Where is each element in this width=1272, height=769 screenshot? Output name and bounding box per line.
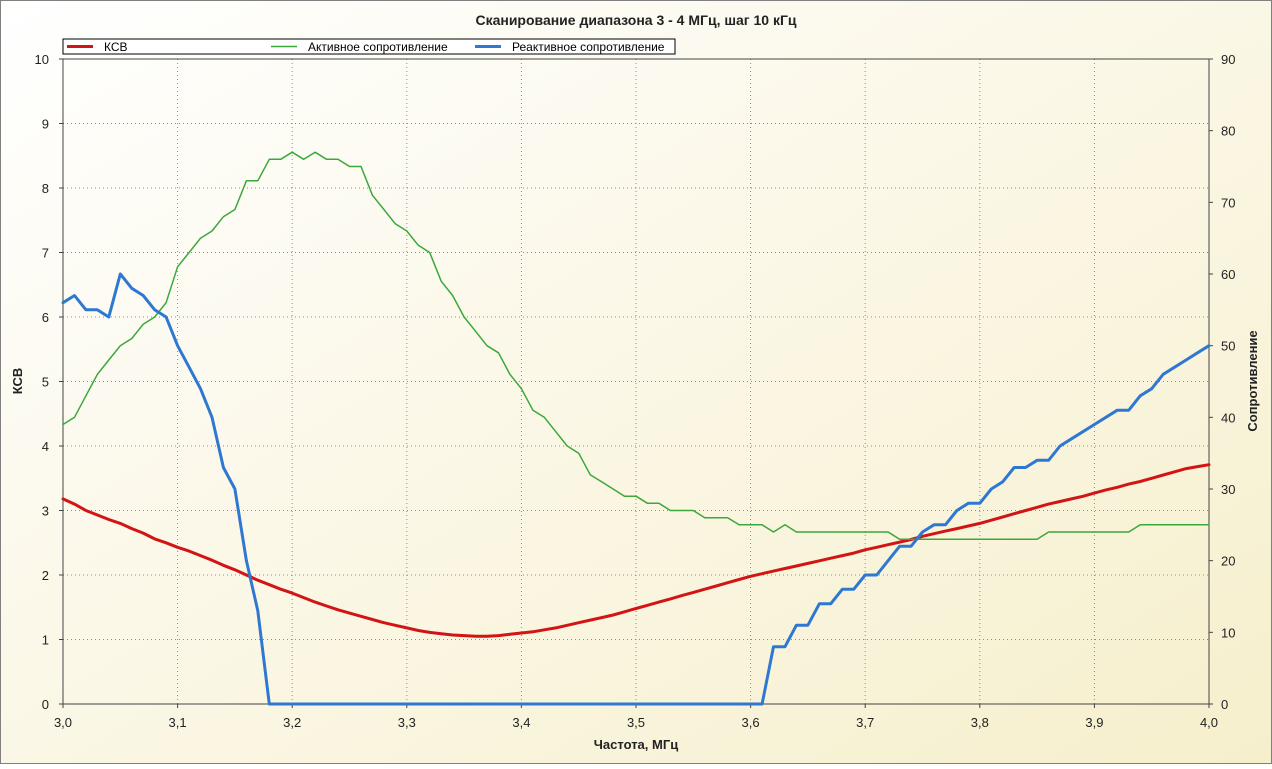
series-reactive-resistance-line	[61, 272, 1211, 706]
x-tick-label: 3,7	[856, 715, 874, 730]
y-left-tick-label: 8	[42, 181, 49, 196]
y-axis-right-label: Сопротивление	[1245, 330, 1260, 431]
y-left-tick-label: 2	[42, 568, 49, 583]
series-lines	[61, 151, 1211, 706]
grid-lines	[63, 59, 1209, 704]
axis-ticks: 3,0 3,1 3,2 3,3 3,4 3,5 3,6 3,7 3,8 3,9 4,00123456…	[35, 52, 1236, 730]
x-tick-label: 3,4	[512, 715, 530, 730]
legend: КСВ Активное сопротивление Реактивное со…	[62, 38, 676, 55]
chart-title: Сканирование диапазона 3 - 4 МГц, шаг 10…	[475, 12, 796, 28]
y-left-tick-label: 1	[42, 633, 49, 648]
y-left-tick-label: 4	[42, 439, 49, 454]
x-tick-label: 3,8	[971, 715, 989, 730]
y-right-tick-label: 30	[1221, 482, 1235, 497]
x-axis-label: Частота, МГц	[594, 737, 678, 752]
x-tick-label: 3,1	[169, 715, 187, 730]
x-tick-label: 3,9	[1085, 715, 1103, 730]
legend-label-swr: КСВ	[104, 40, 128, 54]
x-tick-label: 3,6	[742, 715, 760, 730]
legend-label-active: Активное сопротивление	[308, 40, 448, 54]
legend-box	[62, 38, 676, 55]
y-right-tick-label: 50	[1221, 339, 1235, 354]
y-left-tick-label: 7	[42, 246, 49, 261]
y-right-tick-label: 60	[1221, 267, 1235, 282]
x-tick-label: 3,3	[398, 715, 416, 730]
y-right-tick-label: 90	[1221, 52, 1235, 67]
y-left-tick-label: 5	[42, 375, 49, 390]
y-axis-left-label: КСВ	[10, 368, 25, 395]
y-left-tick-label: 10	[35, 52, 49, 67]
y-right-tick-label: 0	[1221, 697, 1228, 712]
y-right-tick-label: 40	[1221, 410, 1235, 425]
series-active-resistance-line	[62, 151, 1210, 540]
x-tick-label: 3,5	[627, 715, 645, 730]
y-right-tick-label: 80	[1221, 124, 1235, 139]
y-left-tick-label: 6	[42, 310, 49, 325]
x-tick-label: 3,2	[283, 715, 301, 730]
y-right-tick-label: 70	[1221, 195, 1235, 210]
x-tick-label: 4,0	[1200, 715, 1218, 730]
y-left-tick-label: 0	[42, 697, 49, 712]
y-left-tick-label: 9	[42, 117, 49, 132]
y-right-tick-label: 10	[1221, 625, 1235, 640]
y-right-tick-label: 20	[1221, 554, 1235, 569]
y-left-tick-label: 3	[42, 504, 49, 519]
legend-label-reactive: Реактивное сопротивление	[512, 40, 665, 54]
series-swr-line	[61, 463, 1211, 638]
x-tick-label: 3,0	[54, 715, 72, 730]
